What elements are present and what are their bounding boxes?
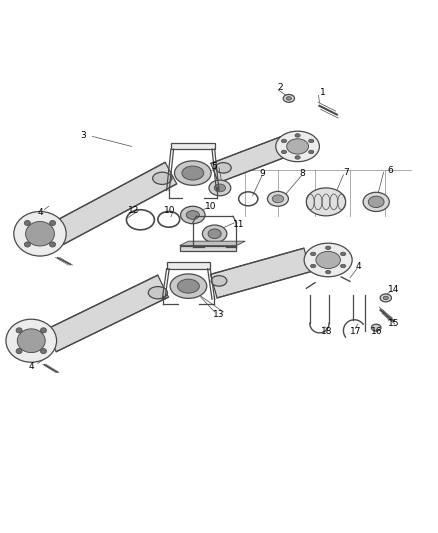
Text: 16: 16 [371,327,383,336]
Text: 13: 13 [213,310,225,319]
Ellipse shape [295,156,300,159]
Text: 3: 3 [81,131,87,140]
Ellipse shape [311,264,316,268]
Text: 10: 10 [164,206,176,215]
Ellipse shape [180,206,205,224]
Ellipse shape [208,229,221,239]
Polygon shape [46,275,169,352]
Text: 5: 5 [212,161,218,171]
Ellipse shape [311,252,316,256]
Ellipse shape [16,328,22,333]
Polygon shape [180,241,245,246]
Polygon shape [180,246,237,251]
Ellipse shape [174,161,211,185]
Ellipse shape [363,192,389,212]
Ellipse shape [25,221,31,225]
Ellipse shape [383,296,389,300]
Ellipse shape [286,96,291,100]
Polygon shape [171,142,215,149]
Ellipse shape [186,211,199,220]
Text: 9: 9 [260,169,265,178]
Text: 1: 1 [320,88,326,97]
Ellipse shape [340,264,346,268]
Polygon shape [52,162,177,245]
Ellipse shape [309,139,314,143]
Ellipse shape [40,328,46,333]
Text: 4: 4 [356,262,361,271]
Ellipse shape [281,139,286,143]
Text: 8: 8 [299,169,305,178]
Text: 12: 12 [128,206,139,215]
Text: 6: 6 [388,166,393,175]
Ellipse shape [371,324,381,331]
Polygon shape [166,262,210,269]
Ellipse shape [380,294,392,302]
Polygon shape [211,248,311,298]
Text: 15: 15 [388,319,399,328]
Ellipse shape [182,166,204,180]
Ellipse shape [215,163,231,173]
Text: 7: 7 [343,168,349,177]
Ellipse shape [49,242,56,247]
Text: 17: 17 [350,327,361,336]
Ellipse shape [17,329,45,353]
Text: 2: 2 [277,83,283,92]
Text: 14: 14 [388,285,399,294]
Text: 4: 4 [28,361,34,370]
Ellipse shape [177,279,199,293]
Ellipse shape [276,131,319,161]
Ellipse shape [325,246,331,249]
Polygon shape [211,137,288,183]
Ellipse shape [268,191,288,206]
Ellipse shape [325,270,331,274]
Ellipse shape [25,242,31,247]
Text: 10: 10 [205,202,216,211]
Text: 11: 11 [233,220,244,229]
Text: 18: 18 [321,327,332,336]
Ellipse shape [6,319,57,362]
Ellipse shape [309,150,314,154]
Ellipse shape [287,139,308,154]
Ellipse shape [281,150,286,154]
Ellipse shape [340,252,346,256]
Ellipse shape [202,225,227,243]
Ellipse shape [152,172,172,184]
Text: 4: 4 [37,208,43,217]
Ellipse shape [283,94,294,102]
Ellipse shape [316,252,340,269]
Ellipse shape [49,221,56,225]
Ellipse shape [170,274,207,298]
Ellipse shape [295,134,300,137]
Ellipse shape [306,188,346,216]
Ellipse shape [209,180,231,196]
Ellipse shape [211,276,227,286]
Ellipse shape [25,222,54,246]
Ellipse shape [368,196,384,207]
Ellipse shape [40,349,46,354]
Ellipse shape [272,195,284,203]
Ellipse shape [148,287,167,299]
Ellipse shape [16,349,22,354]
Ellipse shape [14,212,66,256]
Ellipse shape [304,243,352,277]
Ellipse shape [214,184,226,192]
